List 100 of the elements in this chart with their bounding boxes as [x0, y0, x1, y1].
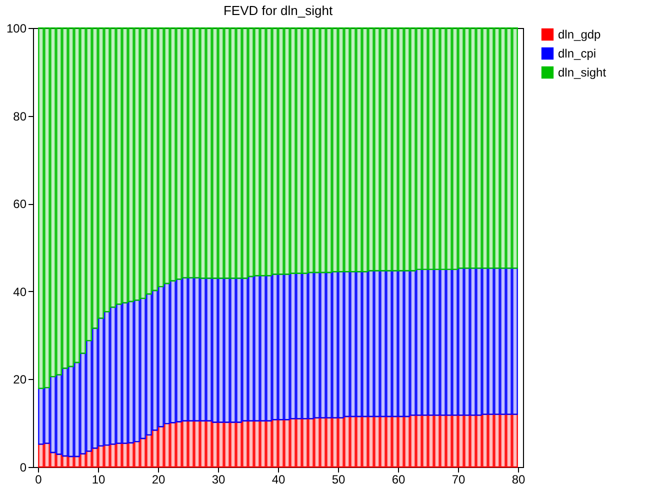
bar	[176, 27, 182, 280]
bar	[86, 340, 92, 452]
bar	[338, 27, 344, 272]
bar	[440, 27, 446, 270]
bar	[272, 27, 278, 275]
bar	[170, 280, 176, 424]
bar	[152, 430, 158, 468]
bar	[386, 416, 392, 468]
bar	[98, 27, 104, 319]
bar	[164, 422, 170, 468]
bar	[260, 27, 266, 276]
bar	[38, 444, 44, 468]
bar	[110, 27, 116, 308]
bar	[320, 417, 326, 468]
bar	[278, 27, 284, 275]
bar	[98, 445, 104, 468]
bar	[194, 277, 200, 422]
bar	[362, 27, 368, 272]
bar	[236, 27, 242, 279]
bar	[392, 27, 398, 272]
bar	[182, 277, 188, 422]
bar	[188, 27, 194, 278]
x-tick-label: 50	[332, 472, 346, 486]
bar	[206, 278, 212, 422]
bar	[80, 352, 86, 454]
bar	[140, 27, 146, 300]
bar	[278, 418, 284, 468]
bar	[446, 268, 452, 416]
bar	[224, 27, 230, 279]
bar	[188, 277, 194, 422]
bar	[116, 304, 122, 444]
bar	[410, 270, 416, 416]
y-tick-label: 100	[6, 22, 27, 36]
bar	[512, 414, 518, 468]
bar	[356, 27, 362, 272]
x-tick-label: 40	[272, 472, 286, 486]
bar	[464, 268, 470, 416]
bar	[470, 27, 476, 269]
bar	[272, 274, 278, 420]
y-tick-label: 80	[13, 109, 27, 124]
bar	[260, 274, 266, 422]
bar	[476, 268, 482, 416]
bar	[122, 302, 128, 444]
bar	[416, 414, 422, 468]
bar	[218, 278, 224, 423]
bar	[134, 300, 140, 442]
bar	[434, 268, 440, 416]
bar	[344, 416, 350, 468]
bar	[176, 278, 182, 422]
bar	[62, 27, 68, 369]
bar	[146, 434, 152, 468]
bar	[50, 452, 56, 468]
bar	[380, 416, 386, 468]
bar	[476, 414, 482, 468]
bar	[116, 27, 122, 305]
bar	[248, 420, 254, 468]
bar	[326, 272, 332, 418]
bar	[104, 444, 110, 468]
bar	[476, 27, 482, 269]
bar	[392, 416, 398, 468]
bar	[350, 271, 356, 418]
bar	[350, 27, 356, 272]
bar	[212, 422, 218, 468]
bar	[110, 444, 116, 468]
bar	[446, 414, 452, 468]
bar	[230, 278, 236, 423]
bar	[80, 27, 86, 354]
bar	[146, 293, 152, 436]
bar	[158, 286, 164, 428]
bar	[452, 268, 458, 416]
bar	[392, 270, 398, 418]
bar	[332, 417, 338, 468]
bar	[158, 426, 164, 468]
bar	[122, 27, 128, 304]
bar	[428, 27, 434, 270]
bar	[494, 414, 500, 468]
x-tick-label: 60	[392, 472, 406, 486]
bar	[512, 27, 518, 269]
bar	[374, 27, 380, 272]
bar	[176, 421, 182, 468]
bar	[92, 27, 98, 329]
bar	[308, 418, 314, 468]
bar	[254, 27, 260, 276]
bar	[302, 27, 308, 274]
bar	[512, 268, 518, 415]
bar	[500, 414, 506, 468]
bar	[458, 268, 464, 416]
bar	[224, 422, 230, 468]
bar	[422, 27, 428, 270]
bar	[56, 374, 62, 455]
bar	[80, 453, 86, 468]
bar	[146, 27, 152, 295]
bar	[254, 274, 260, 422]
bar	[266, 274, 272, 422]
bar	[314, 27, 320, 274]
bar	[56, 27, 62, 376]
y-tick-label: 0	[20, 460, 27, 474]
y-tick-label: 40	[13, 284, 27, 299]
legend-label: dln_cpi	[558, 46, 596, 60]
bar	[248, 27, 254, 278]
